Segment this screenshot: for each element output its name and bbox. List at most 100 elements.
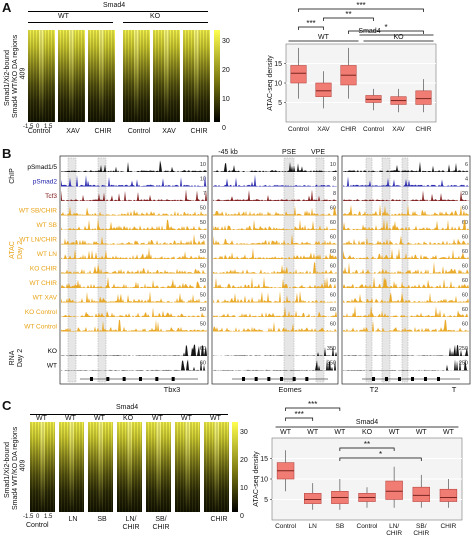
box-c-bracket-2 [285, 407, 341, 411]
track-scale-12-2: 60 [330, 322, 336, 328]
box-c-category-5: LN/CHIR [386, 523, 402, 537]
track-highlight-4 [315, 157, 325, 383]
panel-a-group-header: Smad4 [103, 2, 126, 9]
box-c-group-header: Smad4 [356, 419, 378, 426]
box-a-category-6: CHIR [416, 126, 432, 133]
track-scale-2-2: 8 [333, 177, 336, 183]
track-signal-6-2 [213, 233, 337, 245]
atac-label: ATAC [9, 241, 16, 259]
track-signal-8-1 [61, 263, 207, 274]
track-signal-12-2 [213, 321, 337, 332]
panel-c-genotype-3: WT [94, 415, 105, 422]
track-signal-8-3 [343, 261, 469, 274]
panel-c-genotype-7: WT [210, 415, 221, 422]
panel-c-tick-right: 1.5 [44, 514, 53, 520]
gene-exon-3-6 [437, 377, 440, 381]
panel-c-genotype-5: WT [152, 415, 163, 422]
box-a-box-5 [390, 88, 407, 113]
track-scale-2-1: 10 [200, 177, 206, 183]
box-a-category-4: Control [363, 126, 385, 133]
box-c-category-4: Control [357, 523, 379, 530]
panel-a-condition-6: CHIR [190, 128, 208, 135]
track-scale-3-3: 20 [462, 191, 468, 197]
panel-a-condition-5: XAV [162, 128, 176, 135]
panel-c-condition-4: LN/CHIR [122, 516, 140, 531]
track-signal-11-1 [61, 307, 207, 317]
panel-c-heatmap-4 [117, 422, 142, 512]
track-signal-10-3 [343, 292, 469, 303]
box-a-group-header: Smad4 [358, 28, 380, 35]
panel-a-heatmap-5 [153, 30, 180, 122]
track-scale-7-2: 60 [330, 249, 336, 255]
track-scale-10-3: 60 [462, 293, 468, 299]
track-signal-6-1 [61, 233, 207, 245]
panel-b-label: B [2, 146, 12, 161]
panel-a-wt-line [28, 22, 113, 23]
track-signal-2-2 [213, 174, 337, 187]
box-c-box-3 [331, 479, 349, 510]
box-c-category-6: SB/CHIR [413, 523, 429, 537]
gene-exon-2-6 [305, 377, 309, 381]
panel-a-heatmap-4 [123, 30, 150, 122]
panel-c-ylabel: Smad1/Xi2-bound Smad4 WT/KO DA regions [4, 426, 19, 510]
track-name-9: WT CHIR [29, 280, 57, 287]
panel-c-heatmap-3 [88, 422, 113, 512]
gene-exon-2-4 [280, 377, 283, 381]
box-c-genotype-2: WT [307, 429, 319, 436]
track-scale-13-2: 350 [327, 346, 336, 352]
track-panel-2 [211, 155, 339, 385]
track-scale-1-3: 6 [465, 162, 468, 168]
track-scale-9-1: 50 [200, 278, 206, 284]
panel-a-tick-left: -1.5 [23, 124, 34, 130]
track-name-1: pSmad1/5 [27, 164, 57, 171]
track-scale-8-1: 50 [200, 264, 206, 270]
track-name-3: Tcf3 [45, 193, 57, 200]
track-signal-5-3 [343, 218, 469, 230]
track-signal-9-1 [61, 276, 207, 288]
box-a-ytick-label-5: 5 [278, 100, 282, 107]
rna-day-label: Day 2 [17, 349, 24, 367]
genome-tracks: -45 kb PSE VPE pSmad1/5 10 10 6 pSmad2 10 8 4 Tcf3 7… [9, 149, 471, 394]
gene-exon-3-2 [385, 377, 388, 381]
panel-c-genotype-2: WT [65, 415, 76, 422]
box-c-genotype-3: WT [334, 429, 346, 436]
track-scale-7-3: 60 [462, 249, 468, 255]
panel-a-header-line [28, 11, 208, 12]
track-scale-10-1: 50 [200, 293, 206, 299]
panel-a-heatmap-6 [183, 30, 210, 122]
track-scale-4-1: 50 [200, 206, 206, 212]
box-c-category-7: CHIR [440, 523, 456, 530]
box-a-category-5: XAV [392, 126, 405, 133]
box-c-genotype-6: WT [416, 429, 428, 436]
track-scale-13-3: 250 [459, 346, 468, 352]
track-highlight-1 [67, 157, 77, 383]
panel-c-header-line [30, 414, 228, 415]
box-a-box-6 [415, 79, 432, 113]
track-signal-1-1 [61, 160, 207, 172]
panel-c-heatmap-2 [59, 422, 84, 512]
gene-exon-2-3 [267, 377, 271, 381]
track-signal-11-2 [213, 306, 337, 317]
gene-exon-1-5 [155, 377, 159, 381]
chip-label: ChIP [9, 168, 16, 184]
track-scale-6-1: 50 [200, 235, 206, 241]
panel-a-label: A [2, 0, 12, 15]
track-signal-3-1 [61, 189, 207, 201]
track-highlight-3 [283, 157, 295, 383]
box-c-ytick-label-5: 5 [264, 497, 268, 504]
rna-label: RNA [9, 350, 16, 365]
track-signal-1-3 [343, 161, 469, 172]
box-a-category-3: CHIR [341, 126, 357, 133]
box-a-bracket-2 [323, 17, 374, 21]
panel-a-colorbar-ticks: 30 20 10 0 [222, 38, 230, 132]
box-c-category-2: LN [309, 523, 318, 530]
track-scale-12-3: 60 [462, 322, 468, 328]
track-scale-11-2: 60 [330, 307, 336, 313]
box-c-ytick-label-10: 10 [260, 477, 268, 484]
track-scale-4-2: 60 [330, 206, 336, 212]
box-plot-c: 15 10 5 ATAC-seq density Control LN SB Control L… [253, 400, 463, 537]
panel-a-heatmap-2 [58, 30, 85, 122]
panel-a-ko-line [123, 22, 208, 23]
panel-a-colorbar [214, 30, 220, 122]
box-c-bracket-4 [339, 457, 422, 461]
